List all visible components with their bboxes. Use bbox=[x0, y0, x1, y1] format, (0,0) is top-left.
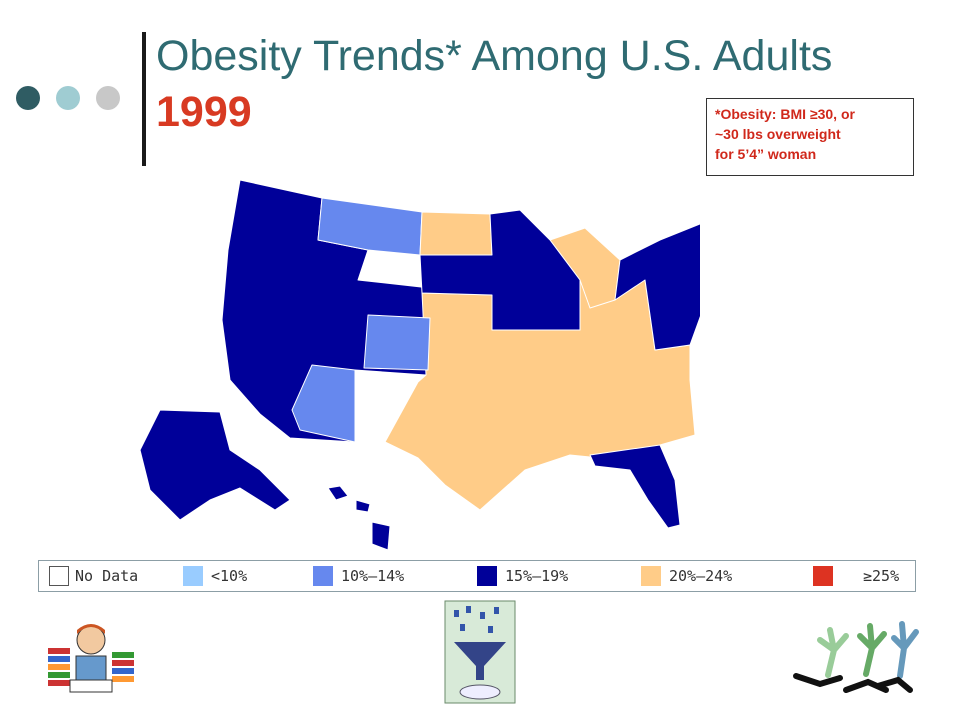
footnote-line: for 5’4” woman bbox=[715, 146, 817, 162]
legend-swatch-15-19 bbox=[477, 566, 497, 586]
dancers-illustration bbox=[793, 621, 919, 693]
dot-gray bbox=[96, 86, 120, 110]
dot-dark bbox=[16, 86, 40, 110]
legend-label: 10%–14% bbox=[341, 567, 405, 585]
year-label: 1999 bbox=[156, 88, 252, 136]
region-montana bbox=[317, 197, 423, 256]
legend-label: 15%–19% bbox=[505, 567, 569, 585]
student-books-illustration bbox=[48, 624, 134, 693]
title-divider bbox=[142, 32, 146, 166]
legend-label: ≥25% bbox=[863, 567, 900, 585]
region-northeast bbox=[614, 223, 700, 351]
map-legend: No Data <10% 10%–14% 15%–19% 20%–24% ≥25… bbox=[38, 560, 916, 592]
legend-label: No Data bbox=[75, 567, 139, 585]
legend-swatch-20-24 bbox=[641, 566, 661, 586]
region-alaska bbox=[139, 409, 291, 521]
page-title: Obesity Trends* Among U.S. Adults bbox=[156, 32, 833, 80]
region-hawaii bbox=[327, 485, 391, 551]
region-arizona bbox=[291, 364, 356, 443]
legend-label: <10% bbox=[211, 567, 248, 585]
region-colorado bbox=[363, 314, 431, 371]
legend-label: 20%–24% bbox=[669, 567, 733, 585]
region-north-dakota bbox=[419, 211, 493, 256]
food-funnel-illustration bbox=[444, 600, 516, 704]
dot-light bbox=[56, 86, 80, 110]
region-florida bbox=[589, 444, 681, 529]
legend-swatch-lt10 bbox=[183, 566, 203, 586]
legend-swatch-ge25 bbox=[813, 566, 833, 586]
footnote-box: *Obesity: BMI ≥30, or ~30 lbs overweight… bbox=[706, 98, 914, 176]
region-north-central bbox=[419, 209, 581, 331]
legend-swatch-10-14 bbox=[313, 566, 333, 586]
us-obesity-map bbox=[139, 179, 700, 551]
footnote-line: *Obesity: BMI ≥30, or bbox=[715, 106, 855, 122]
legend-swatch-no-data bbox=[49, 566, 69, 586]
footnote-line: ~30 lbs overweight bbox=[715, 126, 841, 142]
